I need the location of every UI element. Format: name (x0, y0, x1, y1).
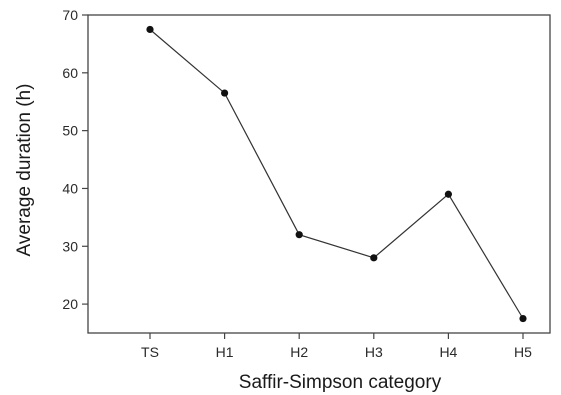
y-axis-title: Average duration (h) (14, 84, 35, 257)
data-point (221, 89, 229, 97)
x-axis-title: Saffir-Simpson category (239, 372, 442, 393)
x-tick-label: H1 (216, 344, 234, 360)
data-points (146, 25, 527, 323)
data-point (444, 190, 452, 198)
series-line (149, 29, 524, 319)
y-tick-label: 20 (62, 296, 78, 312)
plot-frame (87, 14, 551, 334)
y-tick-label: 60 (62, 65, 78, 81)
x-tick-label: H5 (514, 344, 532, 360)
y-tick-label: 40 (62, 180, 78, 196)
y-tick-label: 50 (62, 123, 78, 139)
data-point (519, 314, 527, 323)
y-axis-ticks: 20 30 40 50 60 70 (62, 7, 88, 312)
x-tick-label: H2 (290, 344, 308, 360)
x-tick-label: H3 (365, 344, 383, 360)
y-tick-label: 30 (62, 238, 78, 254)
x-tick-label: TS (141, 344, 159, 360)
data-point (146, 25, 154, 34)
data-point (370, 254, 378, 262)
data-point (295, 231, 303, 239)
y-tick-label: 70 (62, 7, 78, 23)
x-axis-ticks: TS H1 H2 H3 H4 H5 (141, 333, 532, 360)
x-tick-label: H4 (439, 344, 457, 360)
